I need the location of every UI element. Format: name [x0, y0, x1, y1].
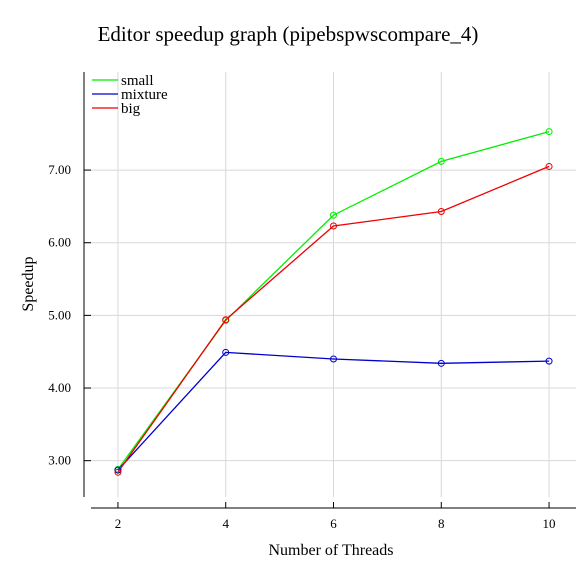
x-axis-label: Number of Threads — [269, 542, 394, 559]
data-point-big — [114, 468, 122, 476]
grid-lines — [84, 72, 576, 497]
data-point-big — [437, 207, 445, 215]
data-point-mixture — [437, 359, 445, 367]
legend-label-small: small — [121, 73, 154, 89]
data-point-mixture — [222, 348, 230, 356]
y-tick-label: 7.00 — [48, 162, 71, 177]
data-point-big — [545, 162, 553, 170]
data-point-mixture — [330, 355, 337, 363]
chart-title: Editor speedup graph (pipebspwscompare_4… — [98, 22, 479, 46]
x-tick-label: 8 — [438, 516, 445, 531]
data-point-small — [330, 211, 337, 219]
data-series — [114, 128, 553, 476]
x-tick-label: 6 — [330, 516, 337, 531]
x-tick-label: 4 — [222, 516, 229, 531]
y-axis-label: Speedup — [20, 256, 37, 311]
data-point-small — [437, 157, 445, 165]
y-tick-label: 3.00 — [48, 453, 71, 468]
x-tick-label: 2 — [115, 516, 122, 531]
data-point-big — [330, 222, 337, 230]
y-tick-label: 4.00 — [48, 380, 71, 395]
data-point-mixture — [114, 466, 122, 474]
legend-label-big: big — [121, 101, 141, 117]
data-point-small — [545, 128, 553, 136]
series-line-big — [117, 165, 550, 473]
x-tick-label: 10 — [543, 516, 556, 531]
y-tick-label: 6.00 — [48, 235, 71, 250]
data-point-mixture — [545, 357, 553, 365]
legend-label-mixture: mixture — [121, 87, 168, 103]
x-tick-labels: 2 4 6 8 10 — [115, 502, 556, 531]
data-point-big — [222, 316, 230, 324]
series-line-mixture — [117, 351, 550, 471]
y-tick-labels: 3.00 4.00 5.00 6.00 7.00 — [48, 162, 91, 468]
y-tick-label: 5.00 — [48, 307, 71, 322]
